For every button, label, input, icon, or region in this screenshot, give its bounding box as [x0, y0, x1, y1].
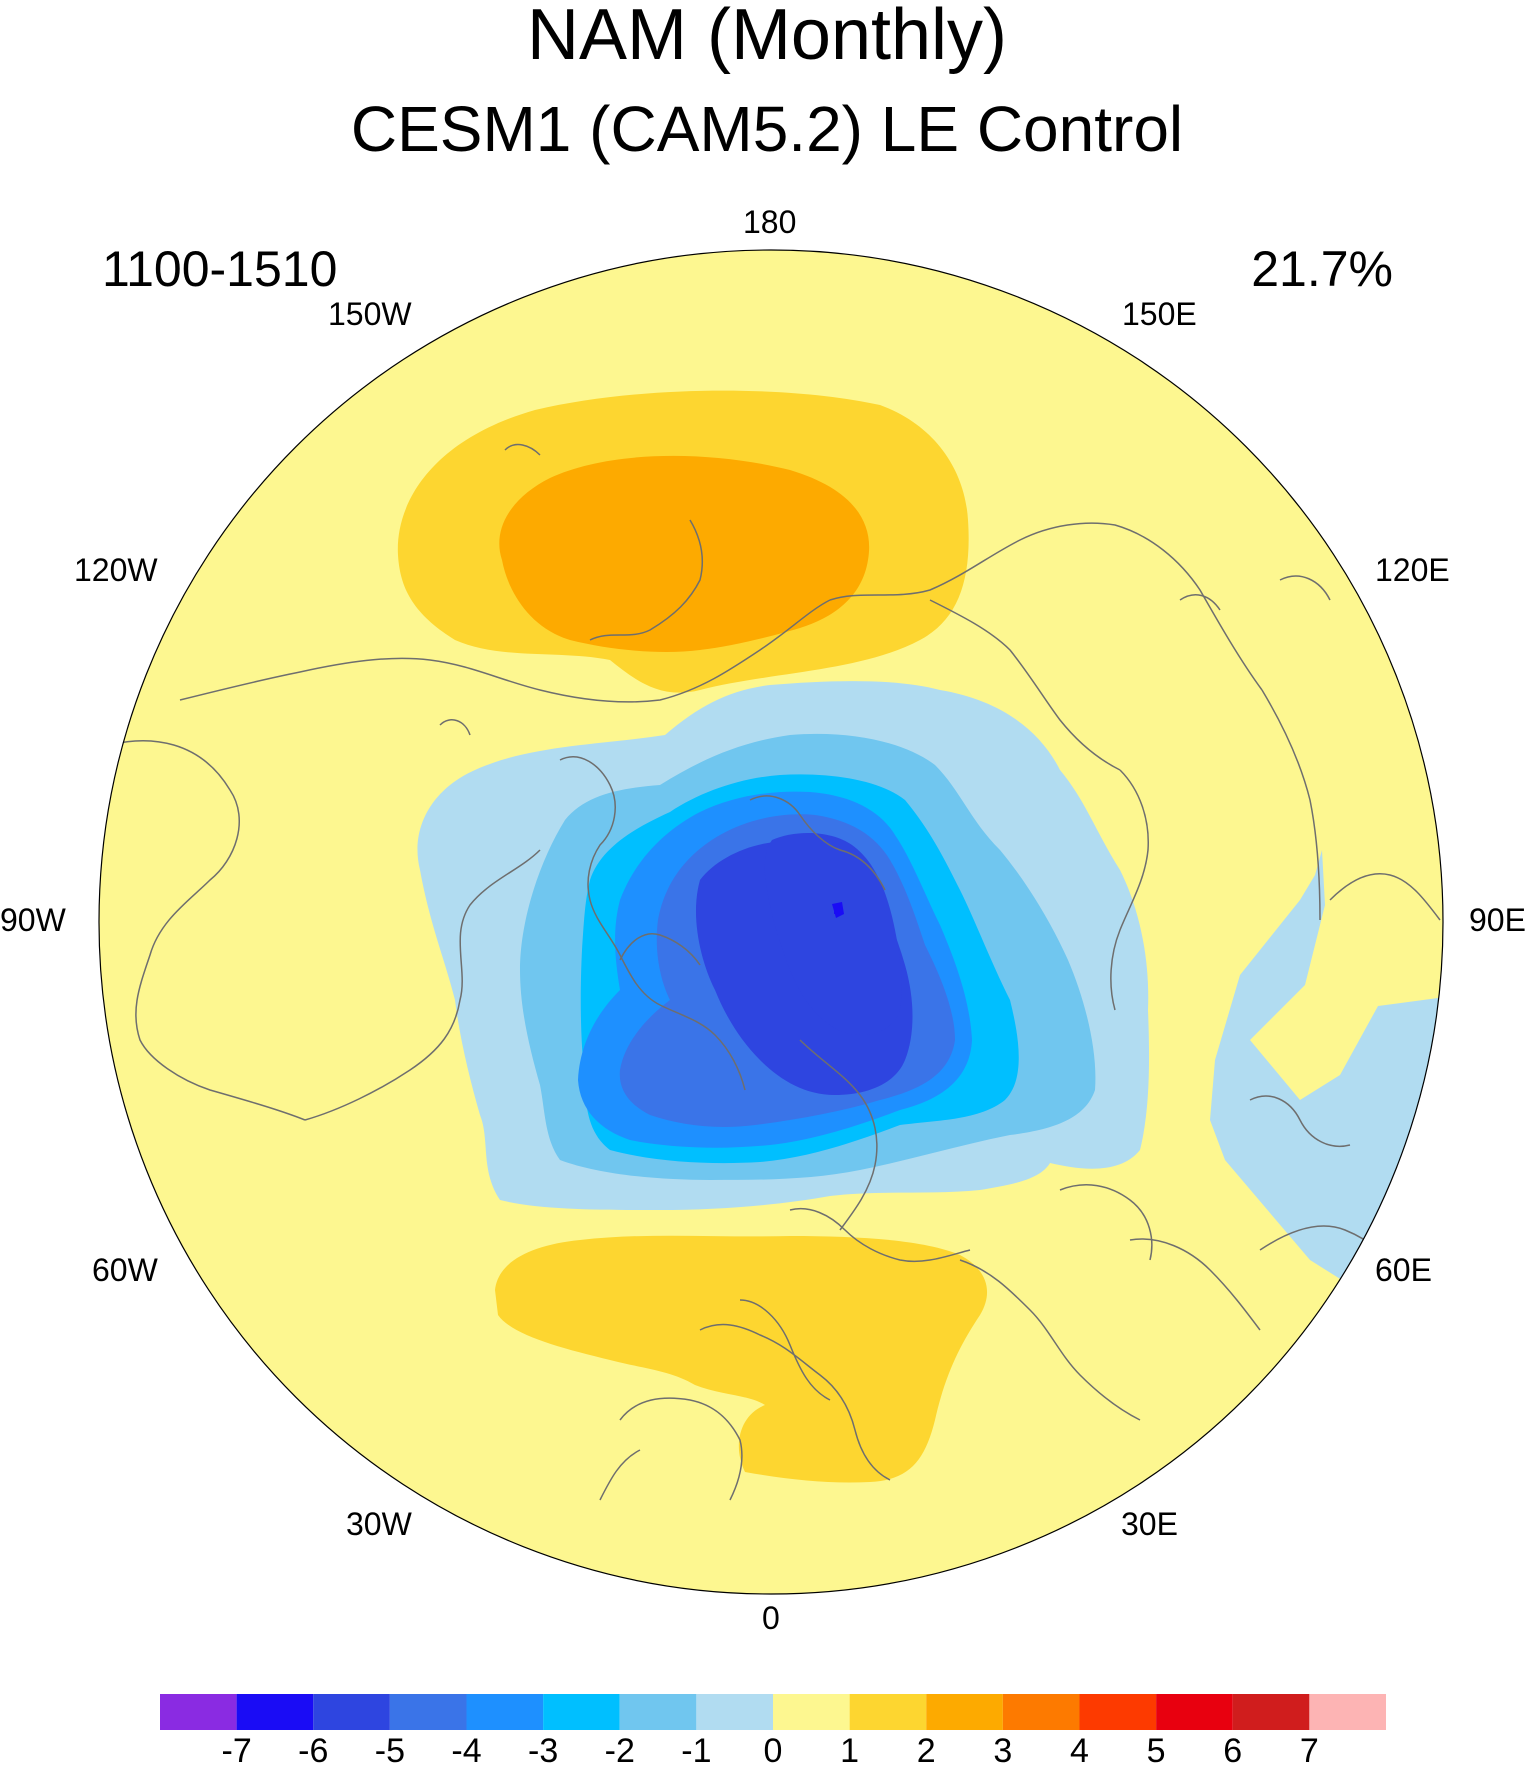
longitude-label-30w: 30W [346, 1506, 412, 1542]
colorbar-tick-label: 5 [1146, 1732, 1166, 1770]
longitude-label-90w: 90W [0, 902, 66, 938]
longitude-label-60e: 60E [1375, 1252, 1432, 1288]
colorbar-swatch [543, 1694, 620, 1730]
longitude-label-180: 180 [743, 204, 797, 240]
percent-variance-label: 21.7% [1251, 241, 1393, 297]
colorbar-swatch [1309, 1694, 1386, 1730]
coastlines [109, 443, 1441, 1501]
colorbar-swatch [466, 1694, 544, 1730]
longitude-label-30e: 30E [1121, 1506, 1178, 1542]
colorbar-tick-label: 0 [763, 1732, 783, 1770]
figure-subtitle: CESM1 (CAM5.2) LE Control [350, 93, 1184, 165]
colorbar-swatch [849, 1694, 927, 1730]
colorbar-swatch [160, 1694, 237, 1730]
colorbar-swatch [619, 1694, 697, 1730]
colorbar-swatch [1079, 1694, 1157, 1730]
pole-marker [834, 904, 841, 914]
colorbar-swatch [389, 1694, 467, 1730]
longitude-label-60w: 60W [92, 1252, 158, 1288]
colorbar-swatch [1002, 1694, 1080, 1730]
colorbar-tick-label: 7 [1299, 1732, 1319, 1770]
colorbar-tick-label: -5 [374, 1732, 405, 1770]
figure-title: NAM (Monthly) [526, 0, 1008, 75]
map-boundary [98, 249, 1444, 1595]
colorbar-tick-label: 6 [1223, 1732, 1243, 1770]
positive-region-pacific-core [499, 455, 870, 652]
longitude-label-150w: 150W [328, 296, 412, 332]
colorbar-swatch [773, 1694, 850, 1730]
colorbar-swatch [1232, 1694, 1310, 1730]
colorbar-tick-label: -3 [528, 1732, 559, 1770]
colorbar-swatch [926, 1694, 1003, 1730]
colorbar-swatch [696, 1694, 773, 1730]
year-range-label: 1100-1510 [102, 241, 338, 297]
longitude-label-120w: 120W [74, 552, 158, 588]
colorbar-tick-label: -1 [681, 1732, 712, 1770]
colorbar-tick-label: -7 [221, 1732, 252, 1770]
colorbar-tick-label: 2 [916, 1732, 936, 1770]
longitude-label-120e: 120E [1375, 552, 1450, 588]
positive-region-atlantic [495, 1235, 988, 1483]
colorbar-tick-label: 4 [1070, 1732, 1089, 1770]
colorbar-tick-label: -6 [298, 1732, 329, 1770]
longitude-label-0: 0 [762, 1600, 780, 1636]
negative-region-arctic-core [764, 833, 902, 1035]
colorbar-tick-label: -4 [451, 1732, 482, 1770]
colorbar-swatch [313, 1694, 390, 1730]
colorbar-tick-label: 3 [993, 1732, 1013, 1770]
longitude-label-90e: 90E [1469, 902, 1526, 938]
colorbar-swatch [1156, 1694, 1233, 1730]
colorbar-swatch [236, 1694, 314, 1730]
colorbar [160, 1694, 1386, 1730]
longitude-label-150e: 150E [1122, 296, 1197, 332]
colorbar-tick-label: 1 [840, 1732, 860, 1770]
colorbar-tick-label: -2 [604, 1732, 635, 1770]
